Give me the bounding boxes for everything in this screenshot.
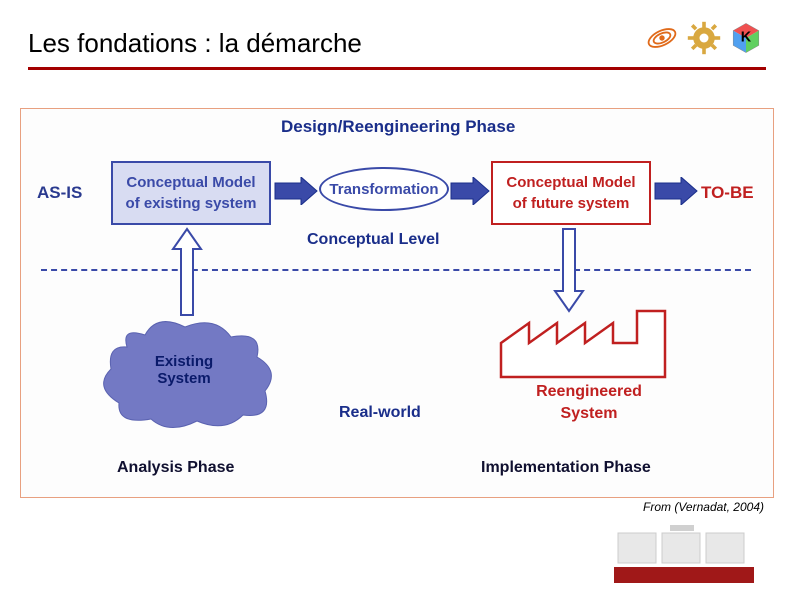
conceptual-model-existing-box: Conceptual Model of existing system xyxy=(111,161,271,225)
svg-text:K: K xyxy=(741,30,752,46)
box-left-line2: of existing system xyxy=(113,193,269,214)
arrow-right-to-tobe-icon xyxy=(653,177,699,205)
realworld-label: Real-world xyxy=(339,404,421,422)
reengineered-system-label: Reengineered System xyxy=(519,381,659,424)
dashed-separator xyxy=(41,269,751,271)
box-right-line1: Conceptual Model xyxy=(493,172,649,193)
tobe-label: TO-BE xyxy=(701,183,754,203)
phase-top-label: Design/Reengineering Phase xyxy=(281,117,515,137)
existing-line1: Existing xyxy=(155,353,213,370)
conceptual-model-future-box: Conceptual Model of future system xyxy=(491,161,651,225)
existing-line2: System xyxy=(157,370,210,387)
title-underline xyxy=(28,67,766,70)
diagram-frame: Design/Reengineering Phase AS-IS TO-BE C… xyxy=(20,108,774,498)
box-left-line1: Conceptual Model xyxy=(113,172,269,193)
arrow-left-to-transform-icon xyxy=(273,177,319,205)
header-icons: K xyxy=(644,20,764,56)
arrow-existing-to-conceptual-icon xyxy=(171,227,203,319)
logo-gear-icon xyxy=(686,20,722,56)
logo-cube-icon: K xyxy=(728,20,764,56)
arrow-transform-to-right-icon xyxy=(449,177,491,205)
asis-label: AS-IS xyxy=(37,183,82,203)
logo-swirl-icon xyxy=(644,20,680,56)
implementation-phase-label: Implementation Phase xyxy=(481,459,651,477)
conceptual-level-label: Conceptual Level xyxy=(307,231,439,249)
transformation-ellipse: Transformation xyxy=(319,167,449,211)
reeng-line1: Reengineered xyxy=(536,383,642,400)
reeng-line2: System xyxy=(561,405,618,422)
citation: From (Vernadat, 2004) xyxy=(643,500,764,514)
arrow-conceptual-to-reeng-icon xyxy=(553,227,585,313)
box-right-line2: of future system xyxy=(493,193,649,214)
reengineered-factory-icon xyxy=(497,309,673,379)
analysis-phase-label: Analysis Phase xyxy=(117,459,234,477)
transformation-label: Transformation xyxy=(329,181,438,198)
diagram: Design/Reengineering Phase AS-IS TO-BE C… xyxy=(21,109,773,497)
footer-graphic-icon xyxy=(614,525,754,585)
existing-system-label: Existing System xyxy=(129,345,239,395)
